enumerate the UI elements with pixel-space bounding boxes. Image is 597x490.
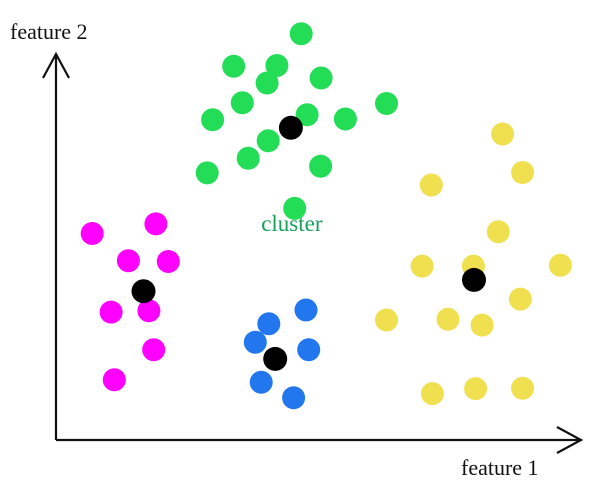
data-point xyxy=(297,338,321,362)
y-axis-label: feature 2 xyxy=(10,19,88,44)
cluster-annotation: cluster xyxy=(261,211,323,236)
data-point xyxy=(222,54,246,78)
data-point xyxy=(195,161,219,185)
centroid-series xyxy=(131,115,486,371)
data-point xyxy=(201,108,225,132)
data-point xyxy=(256,129,280,153)
cluster-series-4 xyxy=(375,122,572,406)
cluster-series-2 xyxy=(243,298,321,410)
data-point xyxy=(333,107,357,131)
data-point xyxy=(419,173,443,197)
data-point xyxy=(508,287,532,311)
data-point xyxy=(309,154,333,178)
data-point xyxy=(470,313,494,337)
data-point xyxy=(144,212,168,236)
centroid-point xyxy=(263,346,288,371)
data-points xyxy=(80,22,572,410)
data-point xyxy=(511,161,535,184)
data-point xyxy=(309,66,333,90)
data-point xyxy=(102,368,126,392)
data-point xyxy=(289,22,313,46)
x-axis-arrowhead xyxy=(556,426,584,454)
data-point xyxy=(295,103,319,127)
data-point xyxy=(375,308,398,332)
y-axis xyxy=(42,51,70,440)
centroid-point xyxy=(131,279,156,304)
data-point xyxy=(156,250,180,273)
data-point xyxy=(137,299,161,323)
data-point xyxy=(420,382,444,406)
data-point xyxy=(249,370,273,394)
cluster-series-3 xyxy=(195,22,398,220)
data-point xyxy=(116,249,140,273)
annotations: cluster xyxy=(261,211,323,236)
data-point xyxy=(491,122,515,146)
data-point xyxy=(511,376,535,400)
data-point xyxy=(255,71,279,95)
data-point xyxy=(282,386,306,410)
data-point xyxy=(230,91,254,115)
data-point xyxy=(142,338,166,362)
data-point xyxy=(410,254,434,278)
data-point xyxy=(257,312,281,336)
data-point xyxy=(236,146,260,170)
x-axis xyxy=(56,426,584,454)
data-point xyxy=(464,377,488,401)
data-point xyxy=(265,54,289,77)
data-point xyxy=(294,298,318,322)
y-axis-arrowhead xyxy=(42,51,70,79)
data-point xyxy=(436,307,460,331)
data-point xyxy=(548,253,572,277)
data-point xyxy=(80,222,104,245)
data-point xyxy=(99,300,123,324)
data-point xyxy=(283,196,307,220)
data-point xyxy=(375,92,398,115)
data-point xyxy=(486,220,510,244)
x-axis-label: feature 1 xyxy=(461,455,539,480)
cluster-series-1 xyxy=(80,212,180,392)
data-point xyxy=(243,330,267,354)
centroid-point xyxy=(278,115,303,140)
centroid-point xyxy=(462,267,486,292)
